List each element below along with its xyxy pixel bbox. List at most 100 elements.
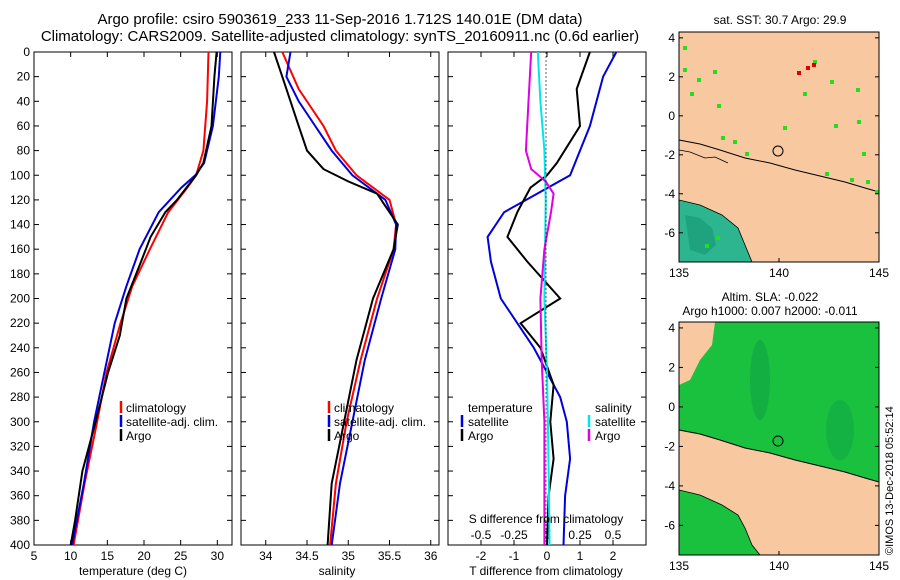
x-tick-label: 10 bbox=[64, 549, 78, 563]
salinity-legend: climatology satellite-adj. clim. Argo bbox=[327, 401, 426, 443]
legend-temperature-heading: temperature bbox=[468, 401, 533, 415]
imos-timestamp: ©IMOS 13-Dec-2018 05:52:14 bbox=[884, 406, 896, 555]
map-lon-label: 140 bbox=[769, 266, 789, 280]
sla-map: Altim. SLA: -0.022 Argo h1000: 0.007 h20… bbox=[664, 290, 889, 573]
x-tick-label: 15 bbox=[101, 549, 115, 563]
legend-climatology: climatology bbox=[126, 401, 186, 415]
legend-salinity-heading: salinity bbox=[595, 401, 632, 415]
depth-tick-label: 180 bbox=[10, 267, 30, 281]
depth-tick-label: 320 bbox=[10, 439, 30, 453]
sst-float-marker bbox=[856, 88, 860, 92]
sst-float-marker bbox=[830, 80, 834, 84]
depth-tick-label: 280 bbox=[10, 390, 30, 404]
legend-satellite-adj-2: satellite-adj. clim. bbox=[334, 415, 426, 429]
map-lon-label: 145 bbox=[869, 266, 889, 280]
legend-salinity-argo: Argo bbox=[595, 429, 621, 443]
legend-temperature-argo: Argo bbox=[468, 429, 494, 443]
map-lat-label: -6 bbox=[664, 226, 675, 240]
x-tick-label: -2 bbox=[476, 549, 487, 563]
x-tick-label: 35 bbox=[342, 549, 356, 563]
sst-float-marker bbox=[813, 60, 817, 64]
sst-float-marker bbox=[862, 152, 866, 156]
legend-argo: Argo bbox=[126, 429, 152, 443]
sst-float-marker bbox=[713, 70, 717, 74]
map-lon-label: 135 bbox=[669, 266, 689, 280]
sst-float-marker bbox=[857, 120, 861, 124]
legend-satellite-adj: satellite-adj. clim. bbox=[126, 415, 218, 429]
sst-map-title: sat. SST: 30.7 Argo: 29.9 bbox=[714, 13, 847, 27]
series-line-satellite-adj-clim- bbox=[71, 51, 222, 546]
depth-tick-label: 120 bbox=[10, 193, 30, 207]
sst-map: sat. SST: 30.7 Argo: 29.9 4 2 0 -2 -4 -6 135 14… bbox=[664, 13, 889, 280]
depth-tick-label: 140 bbox=[10, 218, 30, 232]
x-tick-label: 25 bbox=[174, 549, 188, 563]
sst-float-marker bbox=[745, 152, 749, 156]
sst-float-marker bbox=[825, 172, 829, 176]
series-line-satellite-adj-clim- bbox=[285, 51, 398, 546]
depth-tick-label: 200 bbox=[10, 292, 30, 306]
temperature-axis-label: temperature (deg C) bbox=[79, 564, 187, 578]
figure-title-line1: Argo profile: csiro 5903619_233 11-Sep-2… bbox=[97, 11, 582, 28]
map-lon-label: 140 bbox=[769, 559, 789, 573]
sst-float-marker bbox=[705, 244, 709, 248]
map-lat-label: 0 bbox=[668, 400, 675, 414]
series-line-climatology bbox=[72, 51, 210, 546]
legend-climatology-2: climatology bbox=[334, 401, 394, 415]
difference-legend: temperature satellite Argo salinity sate… bbox=[460, 401, 636, 443]
sst-float-marker bbox=[733, 140, 737, 144]
depth-tick-label: 300 bbox=[10, 415, 30, 429]
map-lat-label: 4 bbox=[668, 321, 675, 335]
map-lat-label: -6 bbox=[664, 518, 675, 532]
salinity-axis-label: salinity bbox=[319, 564, 356, 578]
series-line-argo bbox=[273, 51, 399, 546]
depth-tick-label: 240 bbox=[10, 341, 30, 355]
temperature-legend: climatology satellite-adj. clim. Argo bbox=[119, 401, 218, 443]
x-tick-label: 1 bbox=[577, 549, 584, 563]
map-lat-label: 2 bbox=[668, 70, 675, 84]
t-difference-axis-label: T difference from climatology bbox=[469, 564, 623, 578]
temperature-profile-plot: 0 20 40 60 80 100 120 140 160 180 200 220 240 260 280 3… bbox=[10, 45, 233, 578]
map-lat-label: -2 bbox=[664, 439, 675, 453]
x-tick-label: 20 bbox=[137, 549, 151, 563]
legend-temperature-satellite: satellite bbox=[468, 415, 509, 429]
map-lon-label: 145 bbox=[869, 559, 889, 573]
series-line-temperature-satellite bbox=[486, 51, 618, 546]
sst-float-marker bbox=[803, 92, 807, 96]
depth-tick-label: 0 bbox=[23, 45, 30, 59]
depth-tick-label: 380 bbox=[10, 513, 30, 527]
sst-float-marker-warm bbox=[806, 66, 810, 70]
depth-tick-label: 20 bbox=[17, 70, 31, 84]
s-tick-label: -0.5 bbox=[471, 528, 492, 542]
figure-title-line2: Climatology: CARS2009. Satellite-adjuste… bbox=[41, 28, 639, 45]
depth-tick-label: 360 bbox=[10, 489, 30, 503]
sst-float-marker-warm bbox=[797, 71, 801, 75]
depth-tick-label: 220 bbox=[10, 316, 30, 330]
depth-tick-label: 260 bbox=[10, 365, 30, 379]
x-tick-label: 30 bbox=[211, 549, 225, 563]
difference-profile-plot: -2 -1 0 1 2-0.5 -0.25 0 0.25 0.5 T difference fr… bbox=[447, 51, 647, 578]
x-tick-label: 34 bbox=[259, 549, 273, 563]
map-lat-label: -4 bbox=[664, 187, 675, 201]
sst-float-marker bbox=[683, 46, 687, 50]
x-tick-label: 36 bbox=[424, 549, 438, 563]
salinity-profile-plot: 34 34.5 35 35.5 36 salinity climatology sate… bbox=[240, 51, 440, 578]
s-tick-label: -0.25 bbox=[500, 528, 528, 542]
depth-tick-label: 160 bbox=[10, 242, 30, 256]
series-line-temperature-argo bbox=[506, 51, 591, 546]
s-difference-axis-label: S difference from climatology bbox=[469, 512, 624, 526]
map-lat-label: 0 bbox=[668, 109, 675, 123]
x-tick-label: 35.5 bbox=[378, 549, 402, 563]
sla-map-title-line1: Altim. SLA: -0.022 bbox=[722, 290, 819, 304]
legend-argo-2: Argo bbox=[334, 429, 360, 443]
sst-float-marker bbox=[716, 236, 720, 240]
depth-tick-label: 80 bbox=[17, 144, 31, 158]
sst-float-marker bbox=[834, 124, 838, 128]
sst-float-marker bbox=[683, 68, 687, 72]
sst-float-marker bbox=[717, 104, 721, 108]
x-tick-label: 5 bbox=[31, 549, 38, 563]
depth-tick-label: 100 bbox=[10, 168, 30, 182]
sst-float-marker-warm bbox=[812, 63, 816, 67]
x-tick-label: -1 bbox=[509, 549, 520, 563]
depth-tick-label: 400 bbox=[10, 538, 30, 552]
